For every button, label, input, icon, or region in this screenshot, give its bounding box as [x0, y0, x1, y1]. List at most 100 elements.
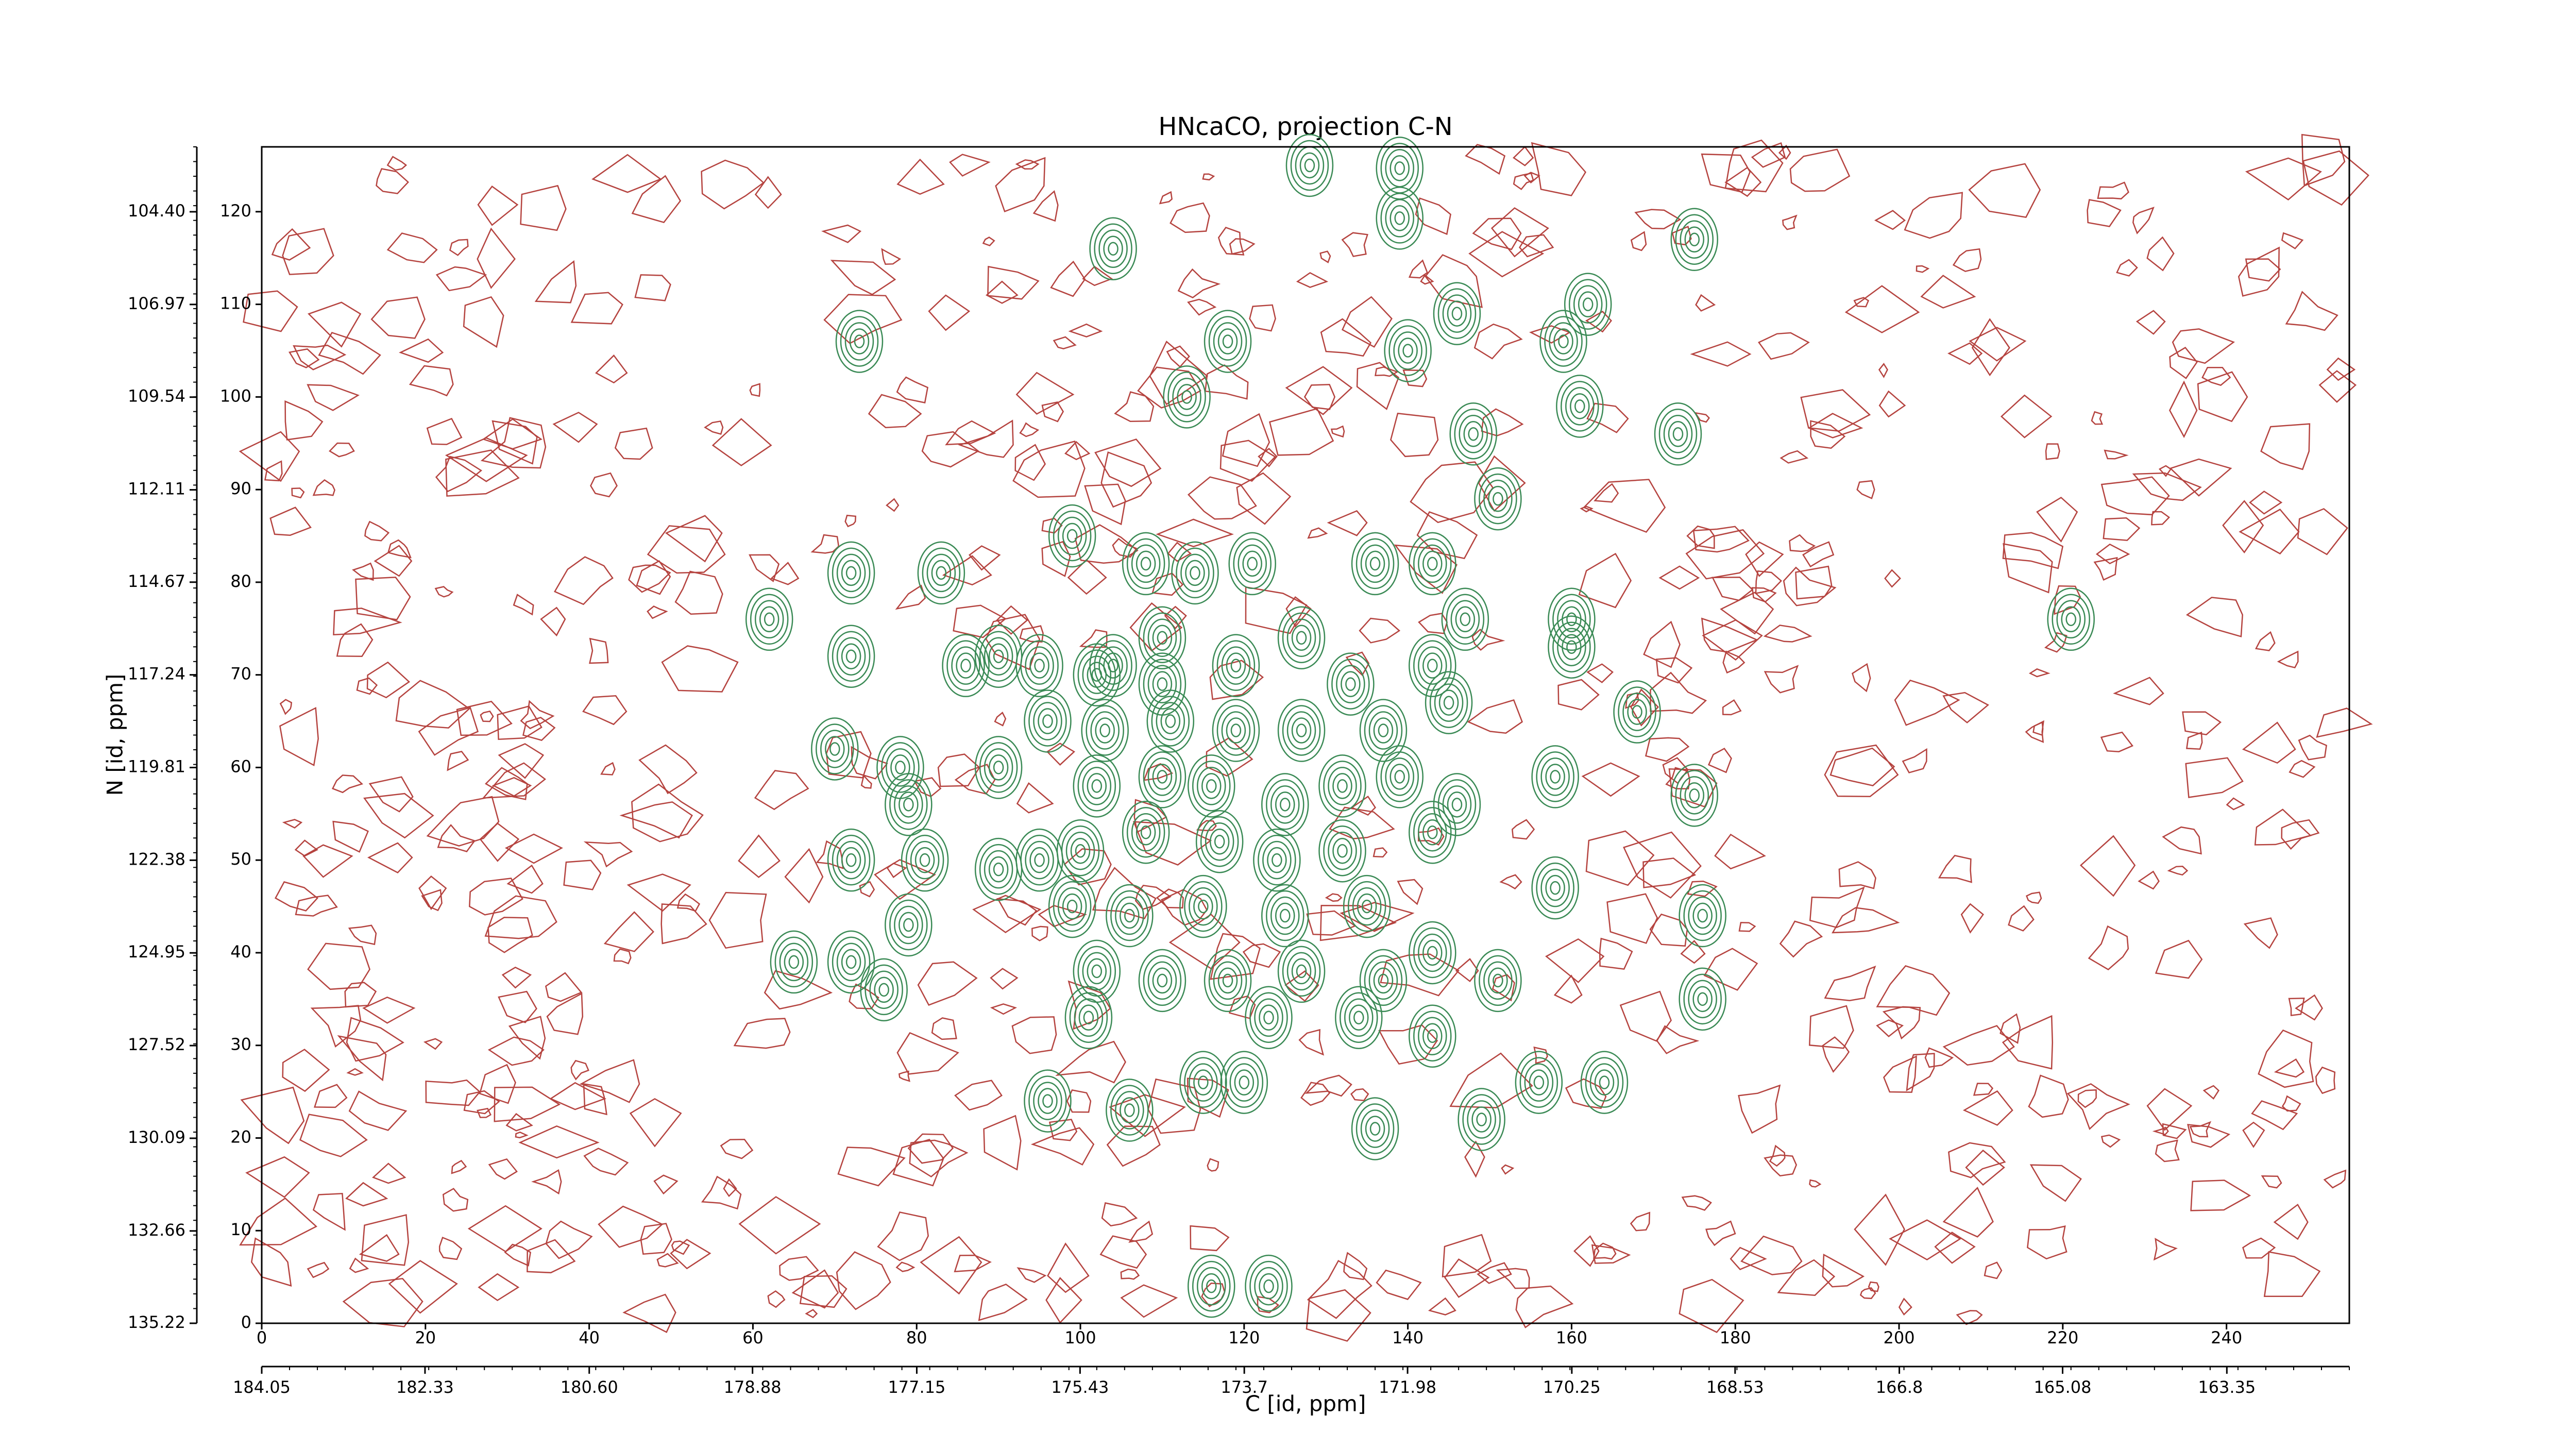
peak-contour: [1364, 705, 1403, 756]
noise-contour: [2185, 757, 2244, 798]
peak: [1204, 310, 1252, 373]
noise-contour: [307, 942, 370, 990]
noise-contour: [1920, 275, 1976, 309]
peak-contour: [1668, 421, 1688, 447]
peak: [1073, 754, 1121, 818]
noise-contour: [1705, 1220, 1736, 1246]
y2-tick-label: 114.67: [128, 571, 185, 591]
noise-contour: [881, 248, 902, 265]
peak: [1548, 615, 1596, 679]
peak-contour: [1328, 767, 1357, 805]
peak-contour: [988, 643, 1009, 669]
peak-contour: [1380, 143, 1419, 194]
peak-contour: [1347, 881, 1386, 932]
peak-contour: [1270, 896, 1300, 935]
peak-contour: [1548, 587, 1596, 651]
noise-contour: [349, 1257, 369, 1273]
noise-contour: [1878, 363, 1888, 378]
peak-contour: [1275, 902, 1295, 929]
noise-contour: [531, 1169, 562, 1195]
noise-contour: [2202, 1085, 2220, 1100]
peak-contour: [849, 328, 870, 355]
peak-contour: [1369, 557, 1381, 571]
noise-contour: [2288, 998, 2305, 1017]
noise-contour: [302, 844, 353, 878]
peak-contour: [1103, 652, 1123, 679]
peak-contour: [1409, 532, 1456, 596]
noise-contour: [504, 833, 563, 864]
noise-contour: [418, 875, 447, 911]
peak-contour: [1433, 282, 1481, 345]
noise-contour: [477, 227, 516, 289]
peak-contour: [1263, 1010, 1274, 1025]
peak: [1056, 819, 1105, 883]
peak-contour: [1337, 779, 1348, 793]
peak-contour: [1385, 199, 1414, 238]
peak-contour: [1398, 338, 1418, 364]
noise-contour: [284, 400, 324, 441]
peak-contour: [1087, 773, 1107, 799]
noise-contour: [1745, 541, 1784, 577]
peak-contour: [1373, 967, 1394, 994]
peak: [1122, 801, 1170, 864]
x2-tick-label: 184.05: [233, 1377, 291, 1397]
noise-contour: [1722, 699, 1742, 716]
noise-contour: [1956, 1310, 1983, 1325]
peak-contour: [1147, 618, 1177, 657]
peak: [885, 893, 933, 957]
peak: [2047, 587, 2095, 651]
peak: [827, 828, 875, 892]
noise-contour: [1779, 920, 1823, 958]
noise-contour: [972, 895, 1042, 934]
noise-contour: [1050, 260, 1086, 297]
peak-contour: [1048, 504, 1096, 568]
noise-contour: [2146, 1088, 2193, 1131]
noise-contour: [1969, 327, 2027, 362]
peak: [1654, 402, 1702, 466]
y2-tick-label: 130.09: [128, 1127, 185, 1147]
peak-contour: [946, 640, 985, 691]
peak-contour: [1548, 615, 1596, 679]
peak-contour: [1418, 544, 1447, 583]
peak-contour: [844, 322, 874, 361]
peak: [1188, 754, 1235, 818]
peak-contour: [1020, 640, 1059, 691]
peak-contour: [1389, 764, 1410, 790]
peak-contour: [1140, 825, 1151, 839]
noise-contour: [1680, 940, 1706, 964]
peak-contour: [827, 930, 875, 994]
noise-contour: [361, 1214, 410, 1266]
peak-contour: [1680, 776, 1709, 815]
x2-tick-label: 182.33: [396, 1377, 454, 1397]
peak-contour: [1221, 646, 1251, 685]
noise-contour: [2255, 631, 2276, 651]
peak-contour: [1290, 140, 1329, 191]
peak-contour: [1157, 973, 1168, 988]
peak-contour: [1380, 193, 1419, 244]
noise-contour: [987, 265, 1040, 300]
noise-contour: [2273, 1203, 2309, 1240]
peak-contour: [1179, 874, 1227, 938]
peak-contour: [1070, 837, 1091, 864]
noise-contour: [603, 911, 654, 952]
peak-contour: [1200, 816, 1239, 867]
x-tick-label: 200: [1884, 1328, 1915, 1347]
noise-contour: [1630, 1211, 1651, 1232]
noise-contour: [647, 525, 726, 574]
noise-contour: [1100, 451, 1153, 508]
noise-contour: [1468, 231, 1545, 278]
noise-contour: [1011, 1016, 1057, 1054]
noise-contour: [1147, 1078, 1201, 1134]
noise-contour: [423, 1038, 443, 1050]
peak: [1564, 273, 1612, 336]
noise-contour: [708, 891, 767, 949]
noise-contour: [1868, 1281, 1879, 1292]
noise-contour: [1390, 412, 1439, 458]
noise-contour: [2113, 677, 2164, 705]
noise-contour: [1656, 1025, 1700, 1054]
peak-contour: [881, 742, 920, 793]
noise-contour: [1245, 586, 1308, 634]
noise-contour: [487, 917, 533, 953]
peak-contour: [903, 798, 914, 812]
noise-contour: [2027, 1225, 2067, 1260]
